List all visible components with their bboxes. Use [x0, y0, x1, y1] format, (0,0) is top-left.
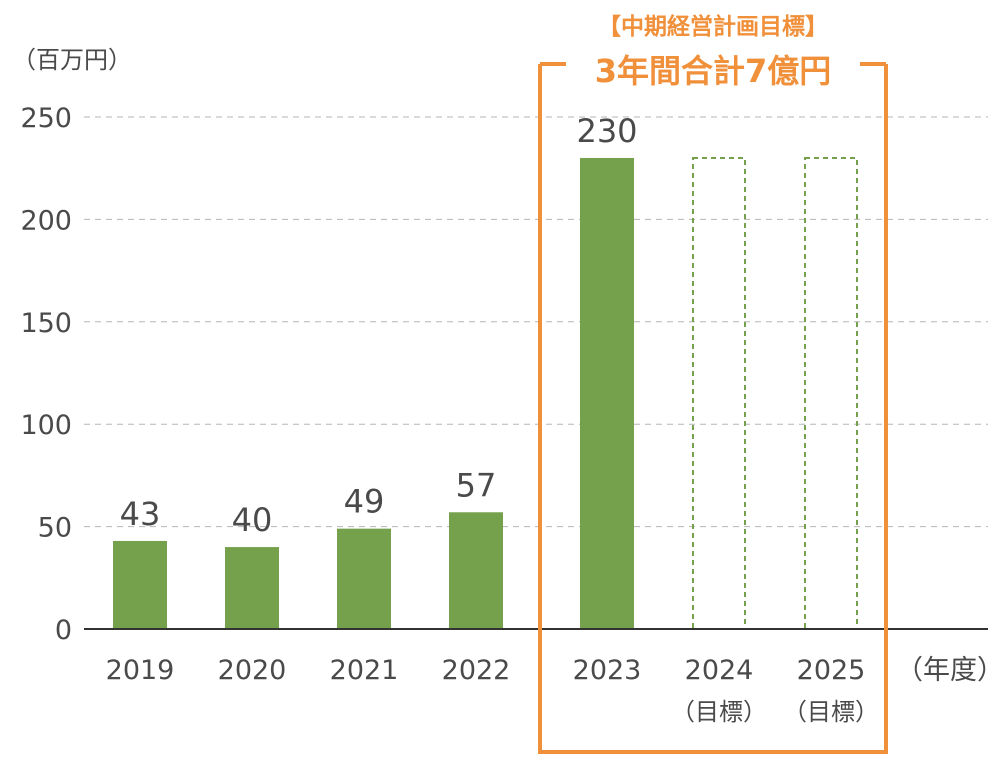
x-tick-sublabel: （目標） — [783, 698, 879, 726]
x-tick-label: 2020 — [218, 655, 287, 686]
value-label-2022: 57 — [456, 466, 497, 504]
y-tick-label: 250 — [20, 103, 72, 134]
x-tick-label: 2025 — [797, 655, 866, 686]
bar-2022 — [449, 512, 503, 629]
bars — [113, 156, 858, 631]
callout-subtitle: 3年間合計7億円 — [595, 52, 832, 90]
target-bar-2024 — [692, 156, 746, 631]
callout-title: 【中期経営計画目標】 — [598, 13, 828, 40]
bar-2019 — [113, 540, 167, 629]
callout-bracket — [538, 62, 888, 754]
x-tick-label: 2023 — [573, 655, 642, 686]
value-label-2020: 40 — [232, 501, 273, 539]
bar-2023 — [580, 157, 634, 629]
x-tick-label: 2019 — [106, 655, 175, 686]
bar-2020 — [225, 547, 279, 629]
value-labels: 43 40 49 57 230 — [120, 112, 638, 539]
x-tick-label: 2022 — [442, 655, 511, 686]
bar-2021 — [337, 528, 391, 629]
y-tick-label: 100 — [20, 410, 72, 441]
x-axis-labels: 2019 2020 2021 2022 2023 2024 （目標） 2025 （目標） — [106, 655, 879, 726]
value-label-2019: 43 — [120, 495, 161, 533]
gridlines — [84, 116, 988, 528]
target-bar-2025 — [804, 156, 858, 631]
value-label-2021: 49 — [344, 483, 385, 521]
x-unit-label: （年度） — [896, 655, 1000, 686]
target-callout: 【中期経営計画目標】 3年間合計7億円 — [538, 13, 888, 754]
value-label-2023: 230 — [576, 112, 637, 150]
y-tick-label: 50 — [38, 513, 72, 544]
x-tick-label: 2024 — [685, 655, 754, 686]
y-axis-ticks: 0 50 100 150 200 250 — [20, 103, 72, 646]
x-tick-sublabel: （目標） — [671, 698, 767, 726]
y-unit-label: （百万円） — [12, 46, 132, 74]
x-tick-label: 2021 — [330, 655, 399, 686]
y-tick-label: 150 — [20, 308, 72, 339]
y-tick-label: 200 — [20, 205, 72, 236]
y-tick-label: 0 — [55, 615, 72, 646]
